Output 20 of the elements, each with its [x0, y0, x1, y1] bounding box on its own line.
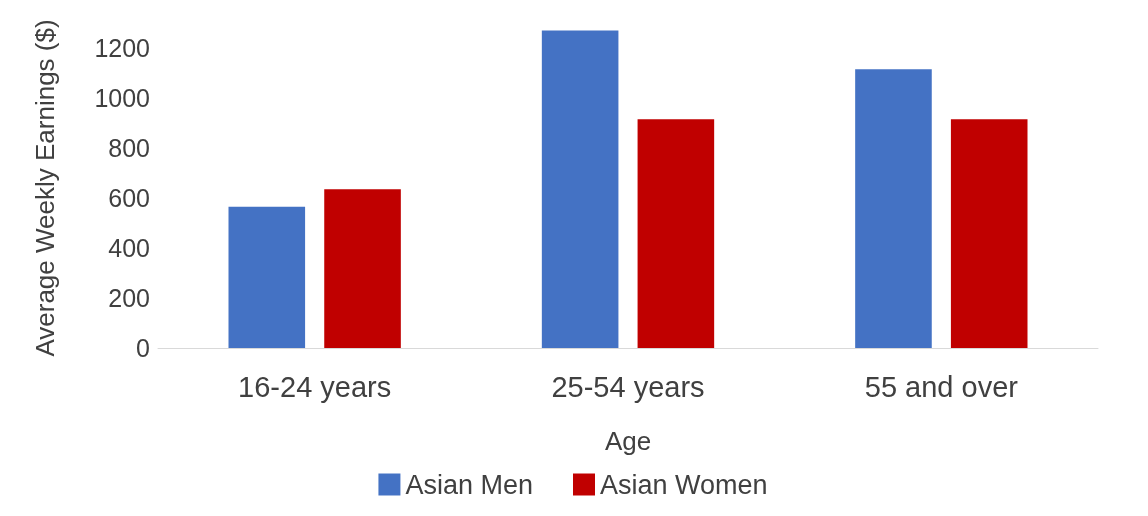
x-axis-title: Age [604, 426, 652, 456]
legend-label: Asian Women [599, 469, 768, 500]
y-tick-label: 600 [108, 184, 150, 212]
y-tick-label: 1200 [94, 34, 150, 62]
y-tick-label: 200 [108, 284, 150, 312]
y-tick-label: 800 [108, 134, 150, 162]
bar [637, 119, 715, 348]
y-axis-title: Average Weekly Earnings ($) [30, 19, 60, 357]
x-tick-label: 16-24 years [238, 370, 392, 403]
bar [228, 206, 306, 348]
bar [855, 69, 932, 348]
bar [324, 189, 401, 348]
bar [950, 119, 1028, 348]
y-tick-label: 0 [136, 334, 150, 362]
bar [541, 30, 619, 348]
y-tick-label: 400 [108, 234, 150, 262]
x-tick-label: 55 and over [864, 370, 1019, 403]
y-tick-label: 1000 [94, 84, 150, 112]
x-tick-label: 25-54 years [551, 370, 705, 403]
legend-label: Asian Men [405, 469, 534, 500]
